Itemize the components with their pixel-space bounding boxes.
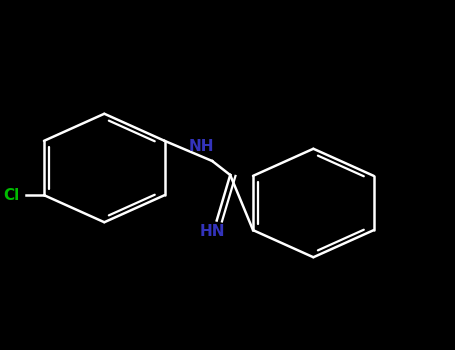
Text: NH: NH [188,140,214,154]
Text: HN: HN [199,224,225,238]
Text: Cl: Cl [3,188,19,203]
